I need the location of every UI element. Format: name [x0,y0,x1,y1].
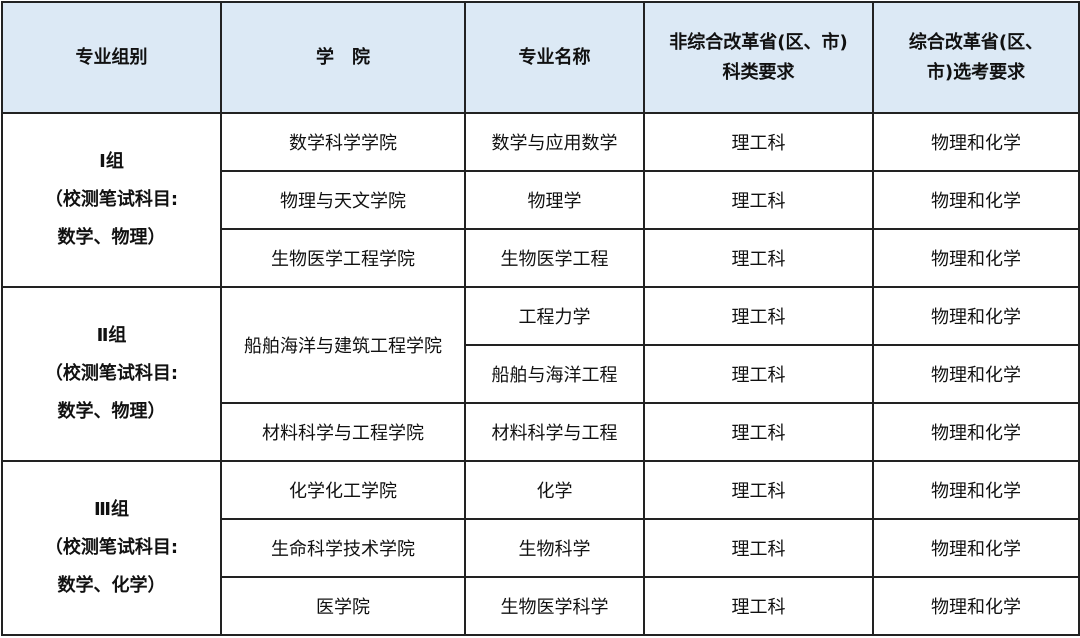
subject-requirement: 物理和化学 [872,344,1080,404]
subject-requirement: 物理和化学 [872,518,1080,578]
subject-requirement: 物理和化学 [872,460,1080,520]
college-name: 材料科学与工程学院 [220,402,466,462]
major-name: 船舶与海洋工程 [464,344,645,404]
major-name: 材料科学与工程 [464,402,645,462]
table-header: 专业组别 学 院 专业名称 非综合改革省(区、市) 科类要求 综合改革省(区、 … [1,1,1080,114]
category-requirement: 理工科 [643,576,874,636]
category-requirement: 理工科 [643,460,874,520]
group-label-line: Ⅱ组 [96,325,127,346]
subject-requirement: 物理和化学 [872,170,1080,230]
major-name: 工程力学 [464,286,645,346]
category-requirement: 理工科 [643,402,874,462]
subject-requirement: 物理和化学 [872,228,1080,288]
category-requirement: 理工科 [643,112,874,172]
group-label: Ⅲ组 （校测笔试科目: 数学、化学） [1,460,222,636]
group-label-line: （校测笔试科目: [44,189,179,210]
category-requirement: 理工科 [643,344,874,404]
subject-requirement: 物理和化学 [872,402,1080,462]
header-college: 学 院 [220,1,466,114]
table-row: 物理与天文学院 物理学 理工科 物理和化学 [2,170,1080,230]
group-label: Ⅱ组 （校测笔试科目: 数学、物理） [1,286,222,462]
header-text: 专业组别 [75,46,148,68]
major-name: 生物医学科学 [464,576,645,636]
header-subjects: 综合改革省(区、 市)选考要求 [872,1,1080,114]
header-row: 专业组别 学 院 专业名称 非综合改革省(区、市) 科类要求 综合改革省(区、 … [1,1,1080,114]
header-major: 专业名称 [464,1,645,114]
major-name: 物理学 [464,170,645,230]
category-requirement: 理工科 [643,228,874,288]
college-name: 生物医学工程学院 [220,228,466,288]
group-label-line: Ⅲ组 [93,499,129,520]
subject-requirement: 物理和化学 [872,286,1080,346]
college-name: 化学化工学院 [220,460,466,520]
group-label-line: 数学、化学） [57,575,166,596]
group-label-line: 数学、物理） [57,401,166,422]
header-text: 学 院 [316,46,370,68]
college-name: 船舶海洋与建筑工程学院 [220,286,466,404]
group-label-line: （校测笔试科目: [44,537,179,558]
college-name: 医学院 [220,576,466,636]
subject-requirement: 物理和化学 [872,112,1080,172]
header-category: 非综合改革省(区、市) 科类要求 [643,1,874,114]
table-row: 生物医学工程学院 生物医学工程 理工科 物理和化学 [2,228,1080,288]
group-label-line: 数学、物理） [57,227,166,248]
category-requirement: 理工科 [643,170,874,230]
group-label: Ⅰ组 （校测笔试科目: 数学、物理） [1,112,222,288]
header-group: 专业组别 [1,1,222,114]
table-row: 船舶与海洋工程 理工科 物理和化学 [2,344,1080,404]
group-label-line: Ⅰ组 [99,151,124,172]
header-text: 综合改革省(区、 市)选考要求 [908,31,1044,83]
table-row: Ⅰ组 （校测笔试科目: 数学、物理） 数学科学学院 数学与应用数学 理工科 物理和化学 [1,112,1080,288]
table-row: 材料科学与工程学院 材料科学与工程 理工科 物理和化学 [2,402,1080,462]
college-name: 数学科学学院 [220,112,466,172]
table-row: Ⅱ组 （校测笔试科目: 数学、物理） 船舶海洋与建筑工程学院 工程力学 理工科 物理和化学 [1,286,1080,462]
category-requirement: 理工科 [643,518,874,578]
group-label-line: （校测笔试科目: [44,363,179,384]
table-row: Ⅲ组 （校测笔试科目: 数学、化学） 化学化工学院 化学 理工科 物理和化学 [1,460,1080,636]
college-name: 生命科学技术学院 [220,518,466,578]
major-name: 生物医学工程 [464,228,645,288]
table-row: 医学院 生物医学科学 理工科 物理和化学 [2,576,1080,636]
header-text: 非综合改革省(区、市) 科类要求 [669,31,848,83]
category-requirement: 理工科 [643,286,874,346]
major-name: 数学与应用数学 [464,112,645,172]
header-text: 专业名称 [518,46,591,68]
subject-requirement: 物理和化学 [872,576,1080,636]
major-name: 生物科学 [464,518,645,578]
college-name: 物理与天文学院 [220,170,466,230]
table-body: Ⅰ组 （校测笔试科目: 数学、物理） 数学科学学院 数学与应用数学 理工科 物理和化学 物理与… [1,112,1080,636]
table-row: 生命科学技术学院 生物科学 理工科 物理和化学 [2,518,1080,578]
major-name: 化学 [464,460,645,520]
